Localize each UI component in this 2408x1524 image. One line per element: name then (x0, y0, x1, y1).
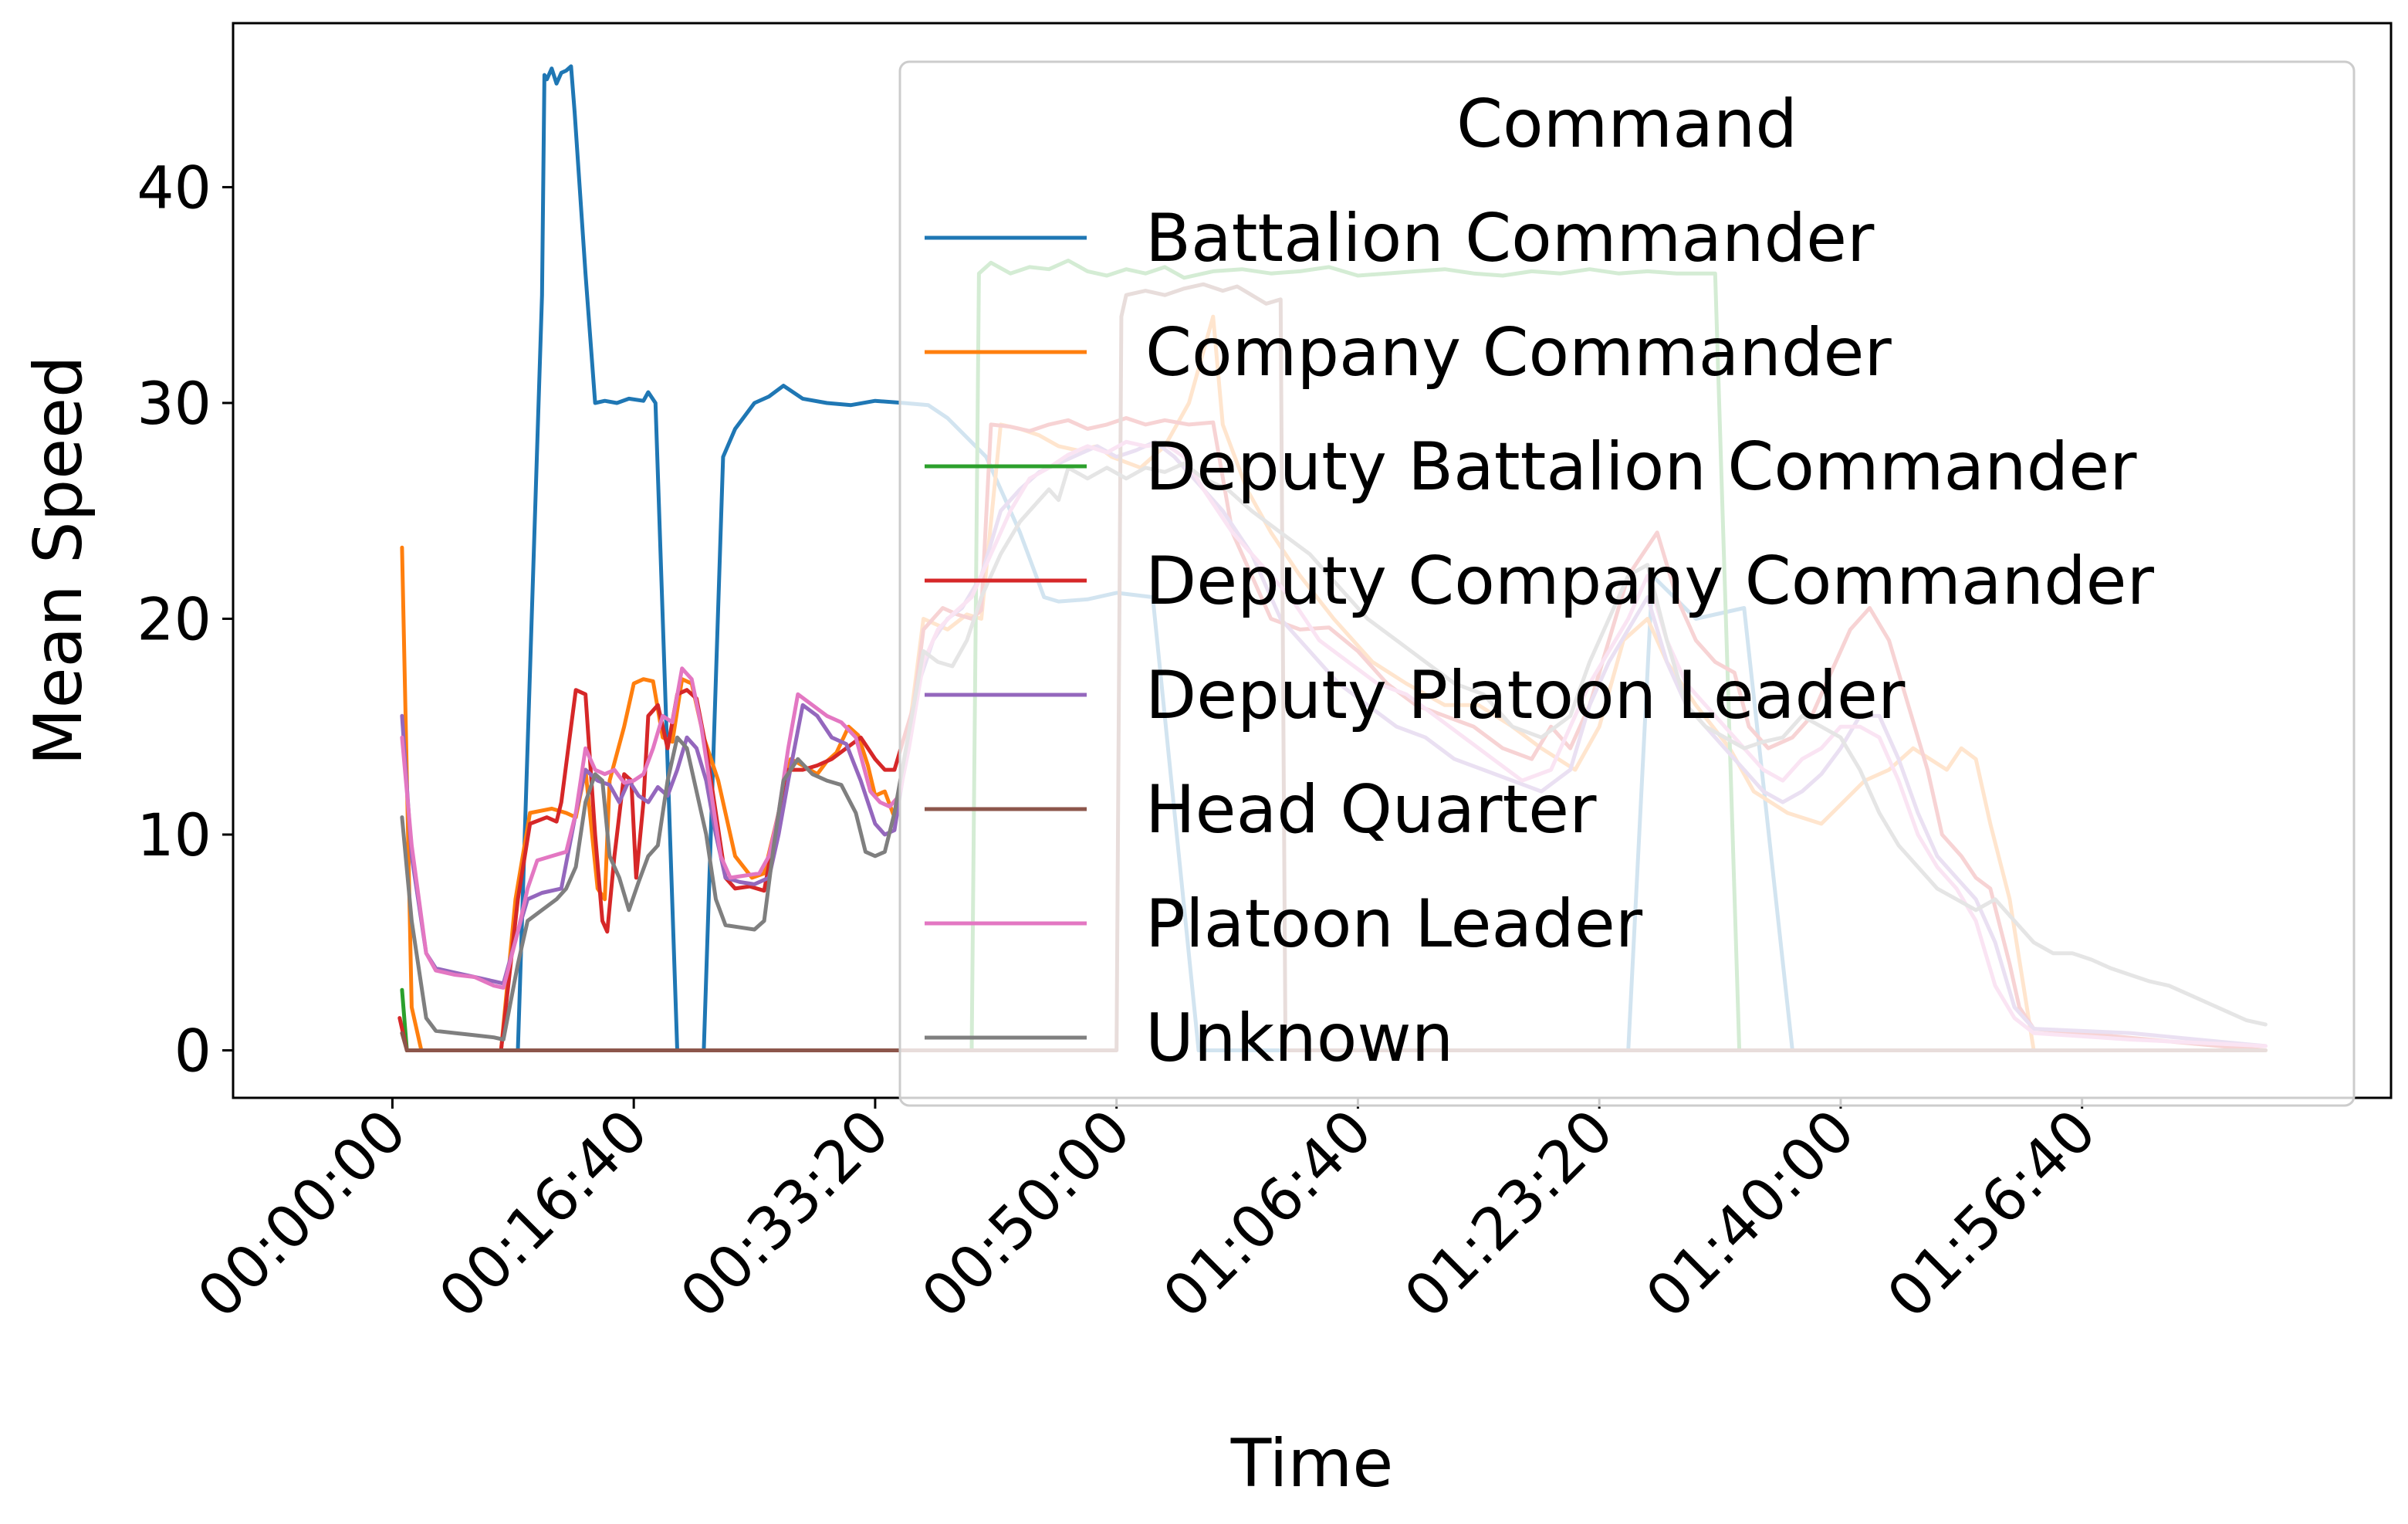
legend-label: Deputy Battalion Commander (1145, 428, 2137, 506)
y-axis: 0 10 20 30 40 (137, 153, 233, 1085)
x-axis-title: Time (1230, 1425, 1393, 1502)
y-axis-title: Mean Speed (20, 355, 97, 765)
legend-item-deputy-battalion-commander: Deputy Battalion Commander (925, 428, 2137, 506)
legend-title: Command (1456, 86, 1798, 163)
legend-item-platoon-leader: Platoon Leader (925, 886, 1643, 963)
y-tick-label: 30 (137, 369, 211, 438)
legend-label: Deputy Company Commander (1145, 543, 2155, 620)
legend-label: Deputy Platoon Leader (1145, 657, 1906, 734)
legend-item-company-commander: Company Commander (925, 314, 1892, 391)
legend-label: Head Quarter (1145, 771, 1597, 848)
legend-label: Company Commander (1145, 314, 1892, 391)
y-tick-label: 20 (137, 584, 211, 653)
y-tick-label: 0 (174, 1017, 211, 1085)
legend-items: Battalion Commander Company Commander Depu… (925, 200, 2155, 1077)
legend-item-deputy-platoon-leader: Deputy Platoon Leader (925, 657, 1906, 734)
legend: Command Battalion Commander Company Comma… (898, 60, 2356, 1107)
legend-label: Battalion Commander (1145, 200, 1875, 277)
y-tick-label: 40 (137, 153, 211, 222)
legend-label: Unknown (1145, 1000, 1453, 1077)
legend-item-unknown: Unknown (925, 1000, 1453, 1077)
legend-item-battalion-commander: Battalion Commander (925, 200, 1875, 277)
legend-item-head-quarter: Head Quarter (925, 771, 1597, 848)
legend-label: Platoon Leader (1145, 886, 1643, 963)
y-tick-label: 10 (137, 801, 211, 869)
legend-item-deputy-company-commander: Deputy Company Commander (925, 543, 2155, 620)
legend-box (898, 60, 2356, 1107)
